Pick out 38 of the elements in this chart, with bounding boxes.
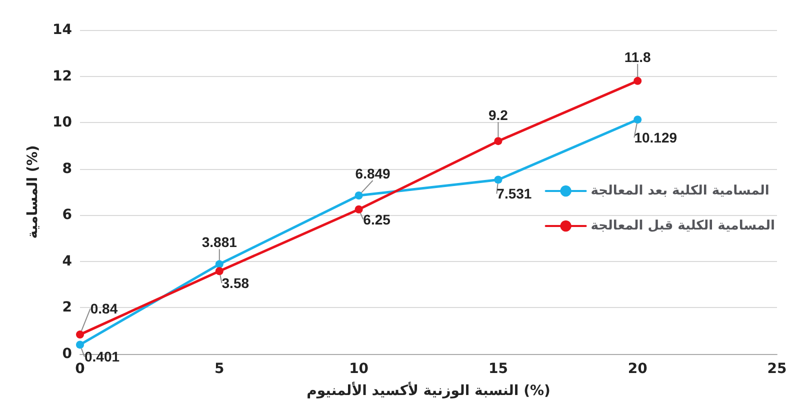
point bbox=[215, 267, 224, 276]
y-tick-label: 2 bbox=[62, 300, 72, 316]
x-tick-label: 20 bbox=[628, 361, 648, 377]
point bbox=[215, 260, 224, 268]
point bbox=[494, 176, 502, 184]
x-tick-label: 0 bbox=[75, 361, 86, 377]
data-label: 6.849 bbox=[355, 165, 391, 182]
x-tick-label: 5 bbox=[214, 361, 224, 377]
data-label: 3.58 bbox=[222, 275, 250, 292]
x-axis-title: النسبة الوزنية لأكسيد الألمنيوم (%) bbox=[306, 381, 550, 399]
y-axis-title: المسامية (%) bbox=[25, 145, 41, 239]
data-label: 3.881 bbox=[202, 234, 238, 250]
data-label: 0.84 bbox=[90, 300, 118, 317]
data-label: 9.2 bbox=[488, 107, 508, 124]
y-tick-label: 8 bbox=[62, 160, 72, 177]
data-label: 10.129 bbox=[634, 130, 678, 146]
x-tick-label: 25 bbox=[767, 361, 787, 377]
y-tick-label: 14 bbox=[52, 22, 72, 38]
point bbox=[354, 205, 363, 214]
point bbox=[354, 191, 363, 200]
data-label: 7.531 bbox=[496, 186, 532, 202]
y-tick-label: 12 bbox=[52, 68, 72, 84]
x-tick-label: 15 bbox=[488, 361, 508, 377]
data-label: 0.401 bbox=[84, 348, 120, 365]
data-label: 11.8 bbox=[624, 48, 652, 65]
x-tick-label: 10 bbox=[349, 361, 369, 377]
y-tick-label: 6 bbox=[62, 207, 72, 224]
y-tick-label: 10 bbox=[52, 114, 72, 131]
legend-label: المسامية الكلية قبل المعالجة bbox=[590, 218, 775, 234]
point bbox=[634, 76, 642, 85]
y-tick-label: 0 bbox=[62, 346, 72, 362]
point bbox=[76, 330, 84, 339]
legend-label: المسامية الكلية بعد المعالجة bbox=[590, 184, 770, 198]
point bbox=[76, 340, 84, 349]
y-tick-label: 4 bbox=[62, 253, 72, 270]
data-label: 6.25 bbox=[363, 211, 391, 228]
point bbox=[634, 116, 642, 124]
point bbox=[494, 137, 502, 146]
